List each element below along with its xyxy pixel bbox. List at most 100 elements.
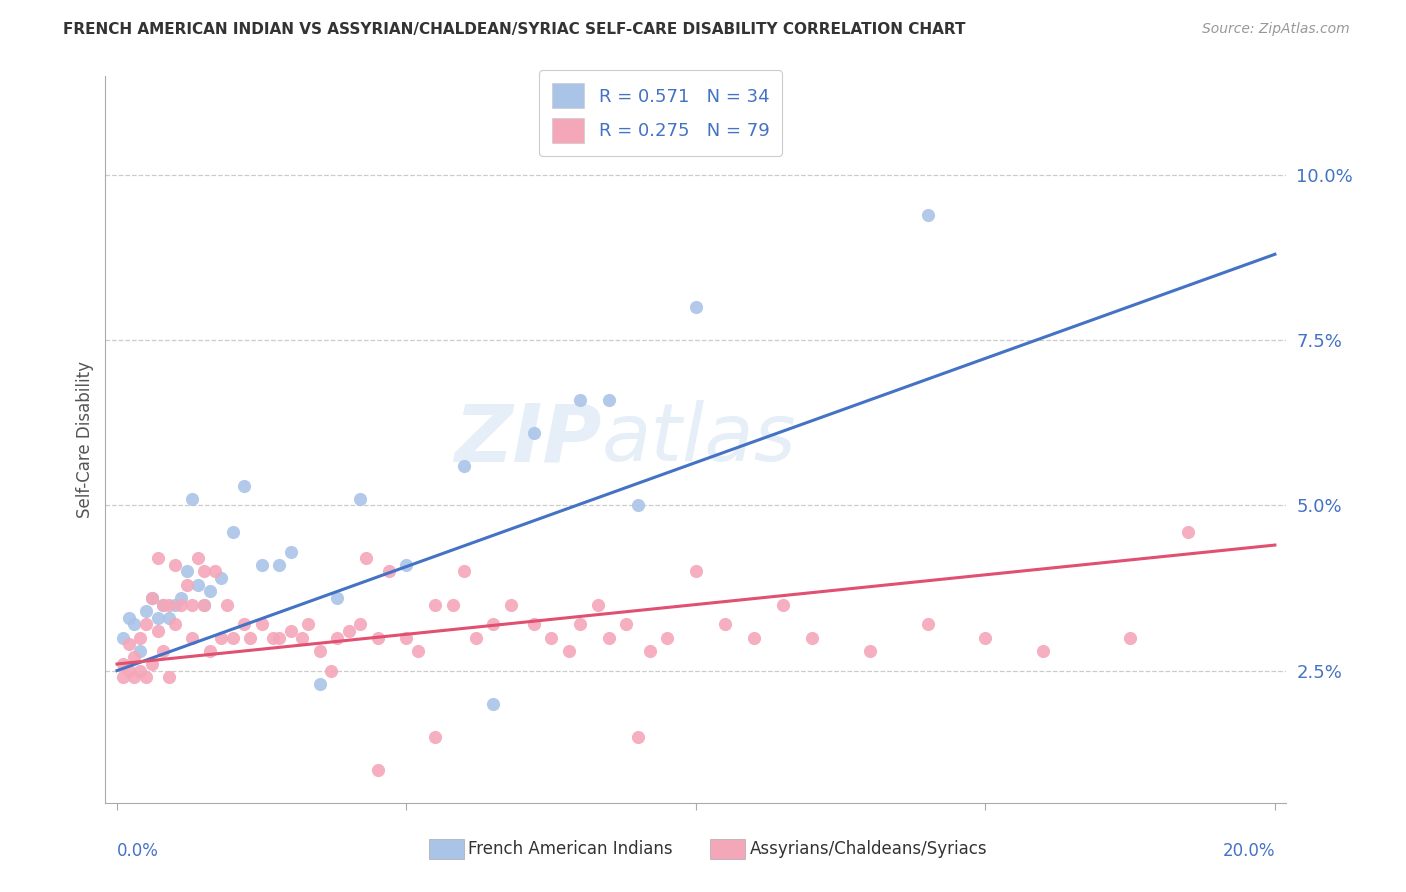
Point [204, 565, 226, 579]
Point [425, 598, 447, 612]
Point [170, 591, 193, 605]
Point [367, 763, 389, 777]
Point [1177, 524, 1199, 539]
Point [146, 551, 169, 566]
Point [141, 591, 163, 605]
Point [124, 617, 146, 632]
Text: French American Indians: French American Indians [468, 840, 673, 858]
Point [349, 617, 371, 632]
Point [141, 657, 163, 671]
Point [250, 617, 273, 632]
Point [354, 551, 377, 566]
Point [176, 565, 198, 579]
Point [250, 558, 273, 572]
Point [616, 617, 638, 632]
Point [523, 617, 546, 632]
Point [222, 631, 245, 645]
Point [586, 598, 609, 612]
Point [280, 624, 302, 638]
Point [198, 584, 221, 599]
Point [124, 670, 146, 684]
Text: ZIP: ZIP [454, 401, 602, 478]
Point [209, 631, 232, 645]
Point [163, 617, 186, 632]
Point [638, 644, 661, 658]
Point [395, 631, 418, 645]
Point [1119, 631, 1142, 645]
Point [349, 491, 371, 506]
Point [482, 697, 505, 711]
Point [111, 670, 134, 684]
Text: 20.0%: 20.0% [1222, 842, 1275, 860]
Point [569, 617, 592, 632]
Point [425, 730, 447, 744]
Point [742, 631, 765, 645]
Point [163, 598, 186, 612]
Point [117, 611, 139, 625]
Point [193, 598, 215, 612]
Point [367, 631, 389, 645]
Point [685, 565, 707, 579]
Point [378, 565, 401, 579]
Point [233, 478, 256, 492]
Point [308, 644, 330, 658]
Point [557, 644, 579, 658]
Point [181, 631, 204, 645]
Point [453, 565, 475, 579]
Point [974, 631, 997, 645]
Point [233, 617, 256, 632]
Point [321, 664, 343, 678]
Point [117, 637, 139, 651]
Point [124, 650, 146, 665]
Point [685, 300, 707, 314]
Point [655, 631, 678, 645]
Point [269, 558, 291, 572]
Point [291, 631, 314, 645]
Point [176, 578, 198, 592]
Point [540, 631, 562, 645]
Point [152, 598, 174, 612]
Point [1032, 644, 1054, 658]
Point [111, 657, 134, 671]
Text: atlas: atlas [602, 401, 796, 478]
Point [569, 392, 592, 407]
Point [280, 544, 302, 558]
Point [453, 458, 475, 473]
Point [193, 565, 215, 579]
Point [135, 670, 157, 684]
Text: 0.0%: 0.0% [117, 842, 159, 860]
Point [111, 631, 134, 645]
Point [772, 598, 794, 612]
Point [269, 631, 291, 645]
Point [187, 551, 209, 566]
Point [135, 604, 157, 618]
Point [326, 631, 349, 645]
Point [800, 631, 823, 645]
Point [209, 571, 232, 585]
Point [308, 677, 330, 691]
Point [215, 598, 238, 612]
Point [441, 598, 464, 612]
Y-axis label: Self-Care Disability: Self-Care Disability [76, 360, 94, 518]
Point [146, 624, 169, 638]
Point [157, 611, 180, 625]
Point [141, 591, 163, 605]
Point [239, 631, 262, 645]
Point [598, 631, 620, 645]
Point [395, 558, 418, 572]
Point [193, 598, 215, 612]
Point [262, 631, 284, 645]
Point [326, 591, 349, 605]
Point [129, 664, 152, 678]
Point [627, 499, 650, 513]
Point [482, 617, 505, 632]
Point [146, 611, 169, 625]
Text: Assyrians/Chaldeans/Syriacs: Assyrians/Chaldeans/Syriacs [749, 840, 987, 858]
Text: FRENCH AMERICAN INDIAN VS ASSYRIAN/CHALDEAN/SYRIAC SELF-CARE DISABILITY CORRELAT: FRENCH AMERICAN INDIAN VS ASSYRIAN/CHALD… [63, 22, 966, 37]
Point [157, 670, 180, 684]
Point [337, 624, 360, 638]
Point [917, 617, 939, 632]
Point [465, 631, 488, 645]
Point [859, 644, 882, 658]
Point [523, 425, 546, 440]
